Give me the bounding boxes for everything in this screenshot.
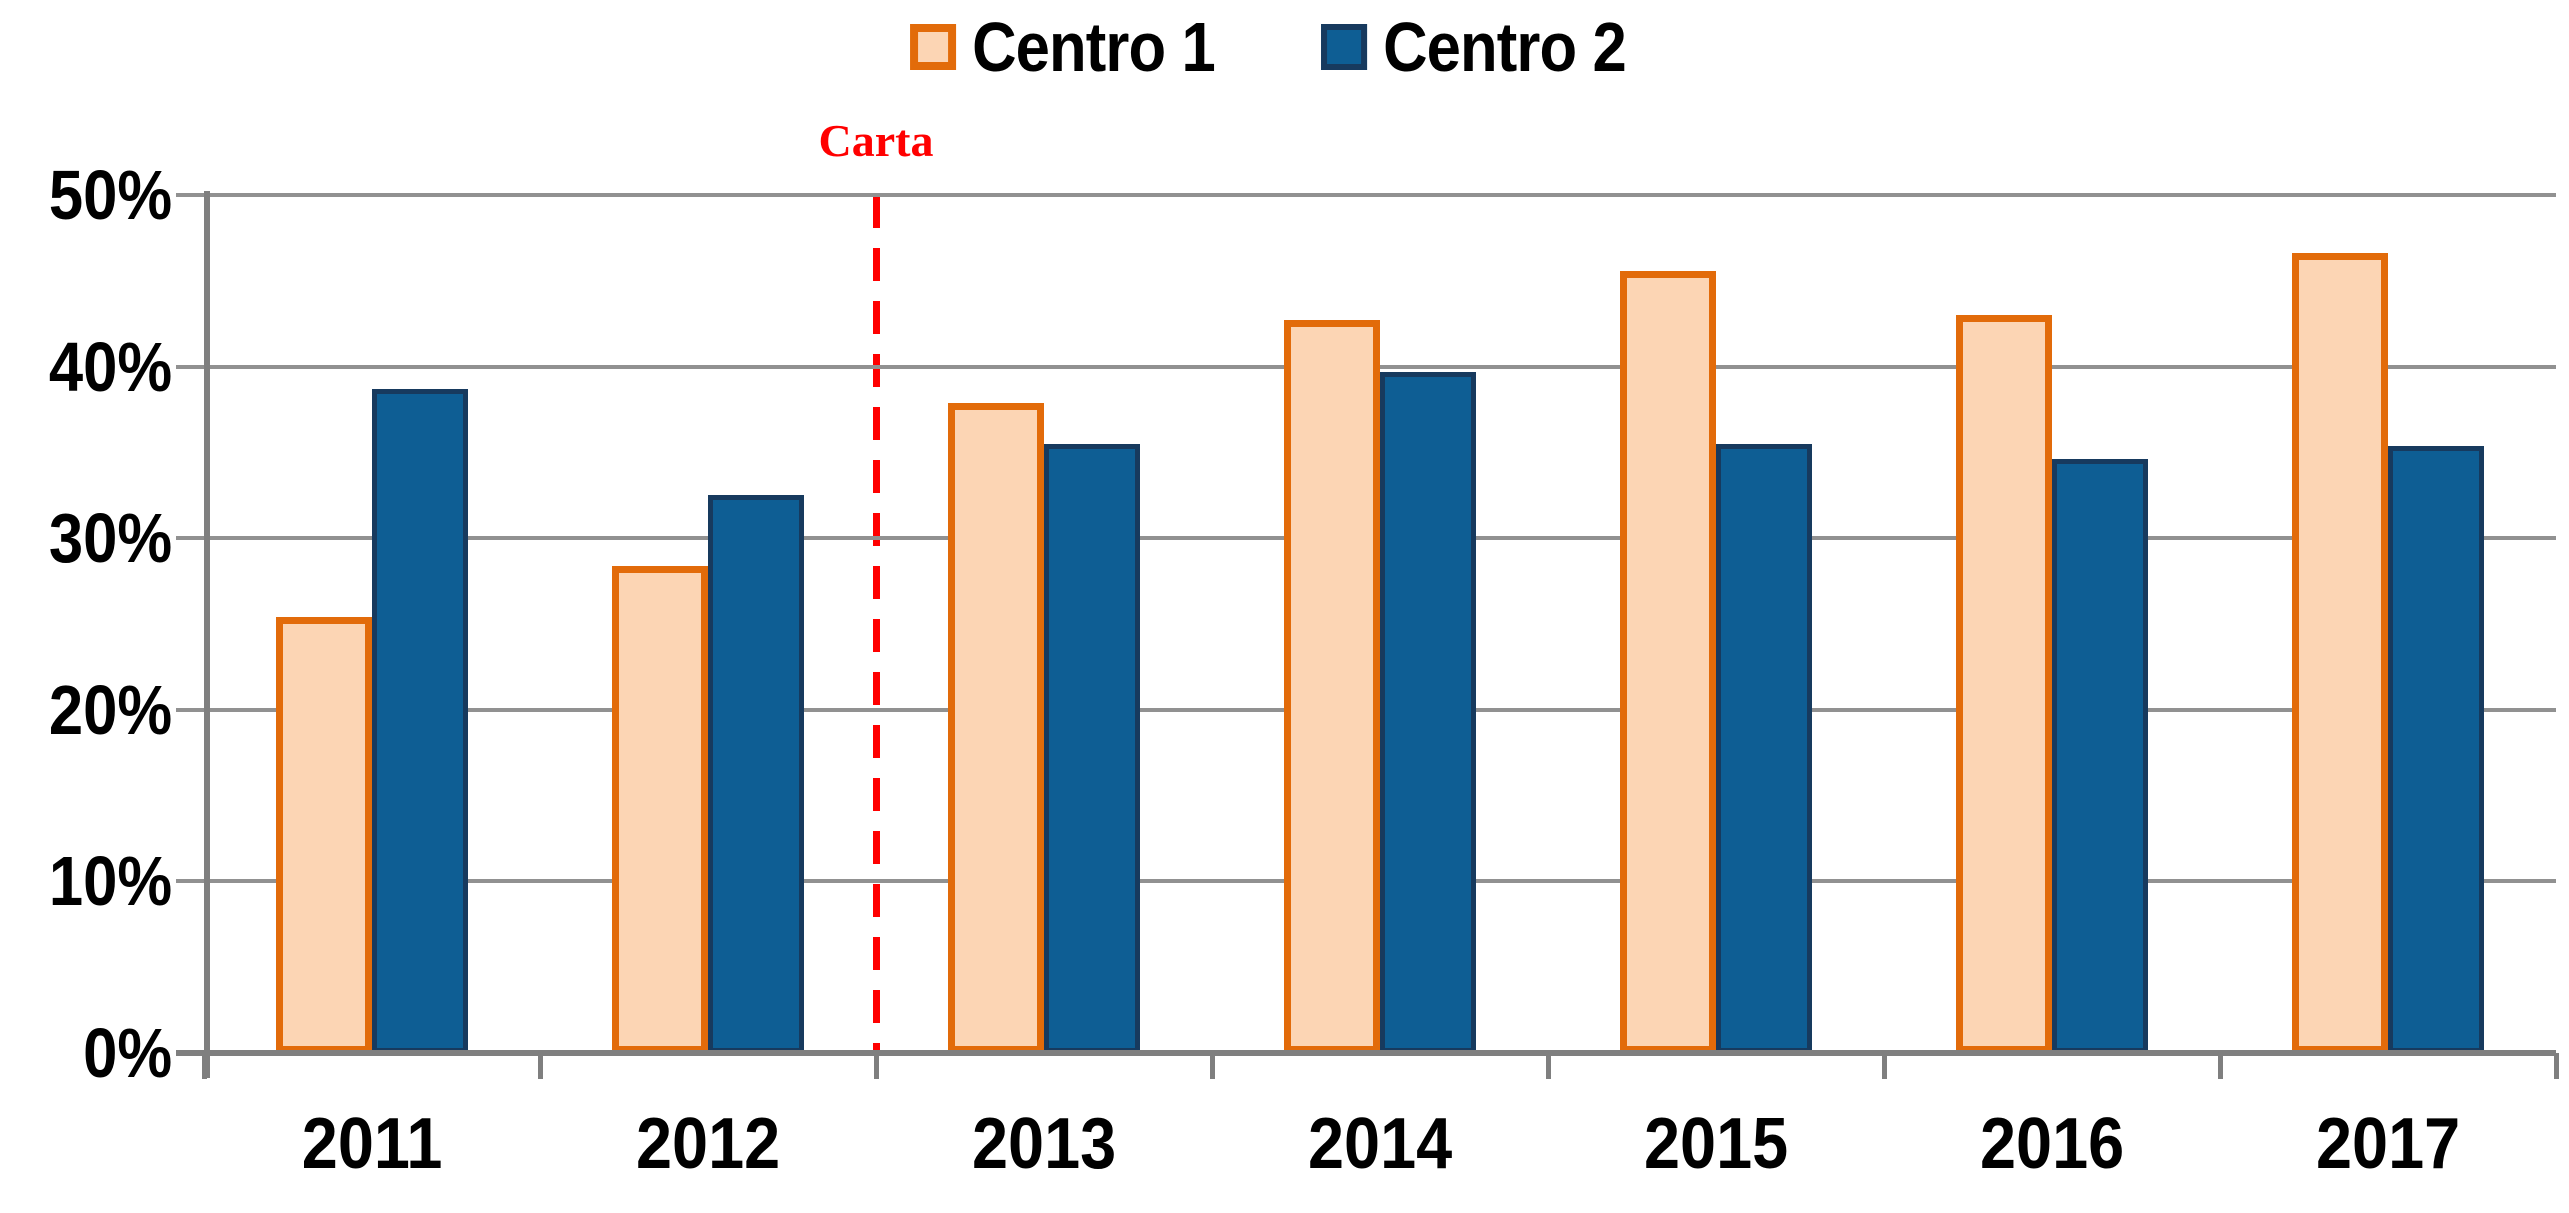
bar-centro-2-2012 bbox=[708, 495, 804, 1053]
bar-centro-2-2016 bbox=[2052, 459, 2148, 1053]
x-axis-tick bbox=[1546, 1053, 1551, 1079]
annotation-label-carta: Carta bbox=[818, 115, 934, 166]
gridline-50pct bbox=[176, 193, 2556, 197]
x-axis-tick bbox=[874, 1053, 879, 1079]
legend-swatch-centro-1 bbox=[909, 24, 956, 70]
bar-centro-2-2015 bbox=[1716, 443, 1812, 1053]
annotation-dashed-line bbox=[873, 195, 880, 1053]
legend-item-centro-2: Centro 2 bbox=[1321, 8, 1660, 86]
x-axis-tick bbox=[1882, 1053, 1887, 1079]
bar-centro-2-2017 bbox=[2388, 445, 2484, 1053]
legend-swatch-centro-2 bbox=[1321, 24, 1368, 70]
bar-centro-1-2012 bbox=[612, 565, 708, 1053]
y-axis-label-0pct: 0% bbox=[82, 1014, 172, 1092]
bar-centro-1-2016 bbox=[1956, 315, 2052, 1053]
bar-centro-2-2011 bbox=[372, 388, 468, 1053]
y-axis-label-20pct: 20% bbox=[48, 670, 172, 749]
legend-item-centro-1: Centro 1 bbox=[909, 8, 1248, 86]
x-axis-tick bbox=[2554, 1053, 2559, 1079]
x-axis-label-2013: 2013 bbox=[971, 1104, 1117, 1184]
bar-centro-1-2015 bbox=[1620, 270, 1716, 1053]
legend: Centro 1 Centro 2 bbox=[909, 8, 1660, 86]
bar-centro-1-2017 bbox=[2292, 253, 2388, 1053]
bar-centro-2-2013 bbox=[1044, 443, 1140, 1053]
bar-centro-1-2011 bbox=[276, 617, 372, 1053]
x-axis-label-2011: 2011 bbox=[301, 1104, 443, 1184]
x-axis-tick bbox=[538, 1053, 543, 1079]
bar-centro-1-2013 bbox=[948, 402, 1044, 1053]
y-axis-label-10pct: 10% bbox=[48, 842, 172, 921]
x-axis-tick bbox=[1210, 1053, 1215, 1079]
x-axis-label-2016: 2016 bbox=[1979, 1104, 2125, 1184]
x-axis-line bbox=[176, 1050, 2556, 1056]
legend-label-centro-2: Centro 2 bbox=[1383, 8, 1628, 86]
x-axis-tick bbox=[202, 1053, 207, 1079]
bar-centro-2-2014 bbox=[1380, 371, 1476, 1053]
x-axis-label-2017: 2017 bbox=[2315, 1104, 2461, 1184]
y-axis-label-30pct: 30% bbox=[48, 499, 172, 578]
x-axis-label-2012: 2012 bbox=[635, 1104, 781, 1184]
y-axis-label-40pct: 40% bbox=[48, 327, 172, 406]
y-axis-line bbox=[204, 191, 210, 1078]
y-axis-label-50pct: 50% bbox=[48, 156, 172, 234]
bar-centro-1-2014 bbox=[1284, 320, 1380, 1053]
x-axis-label-2014: 2014 bbox=[1307, 1104, 1453, 1184]
x-axis-label-2015: 2015 bbox=[1643, 1104, 1789, 1184]
x-axis-tick bbox=[2218, 1053, 2223, 1079]
legend-label-centro-1: Centro 1 bbox=[971, 8, 1216, 86]
